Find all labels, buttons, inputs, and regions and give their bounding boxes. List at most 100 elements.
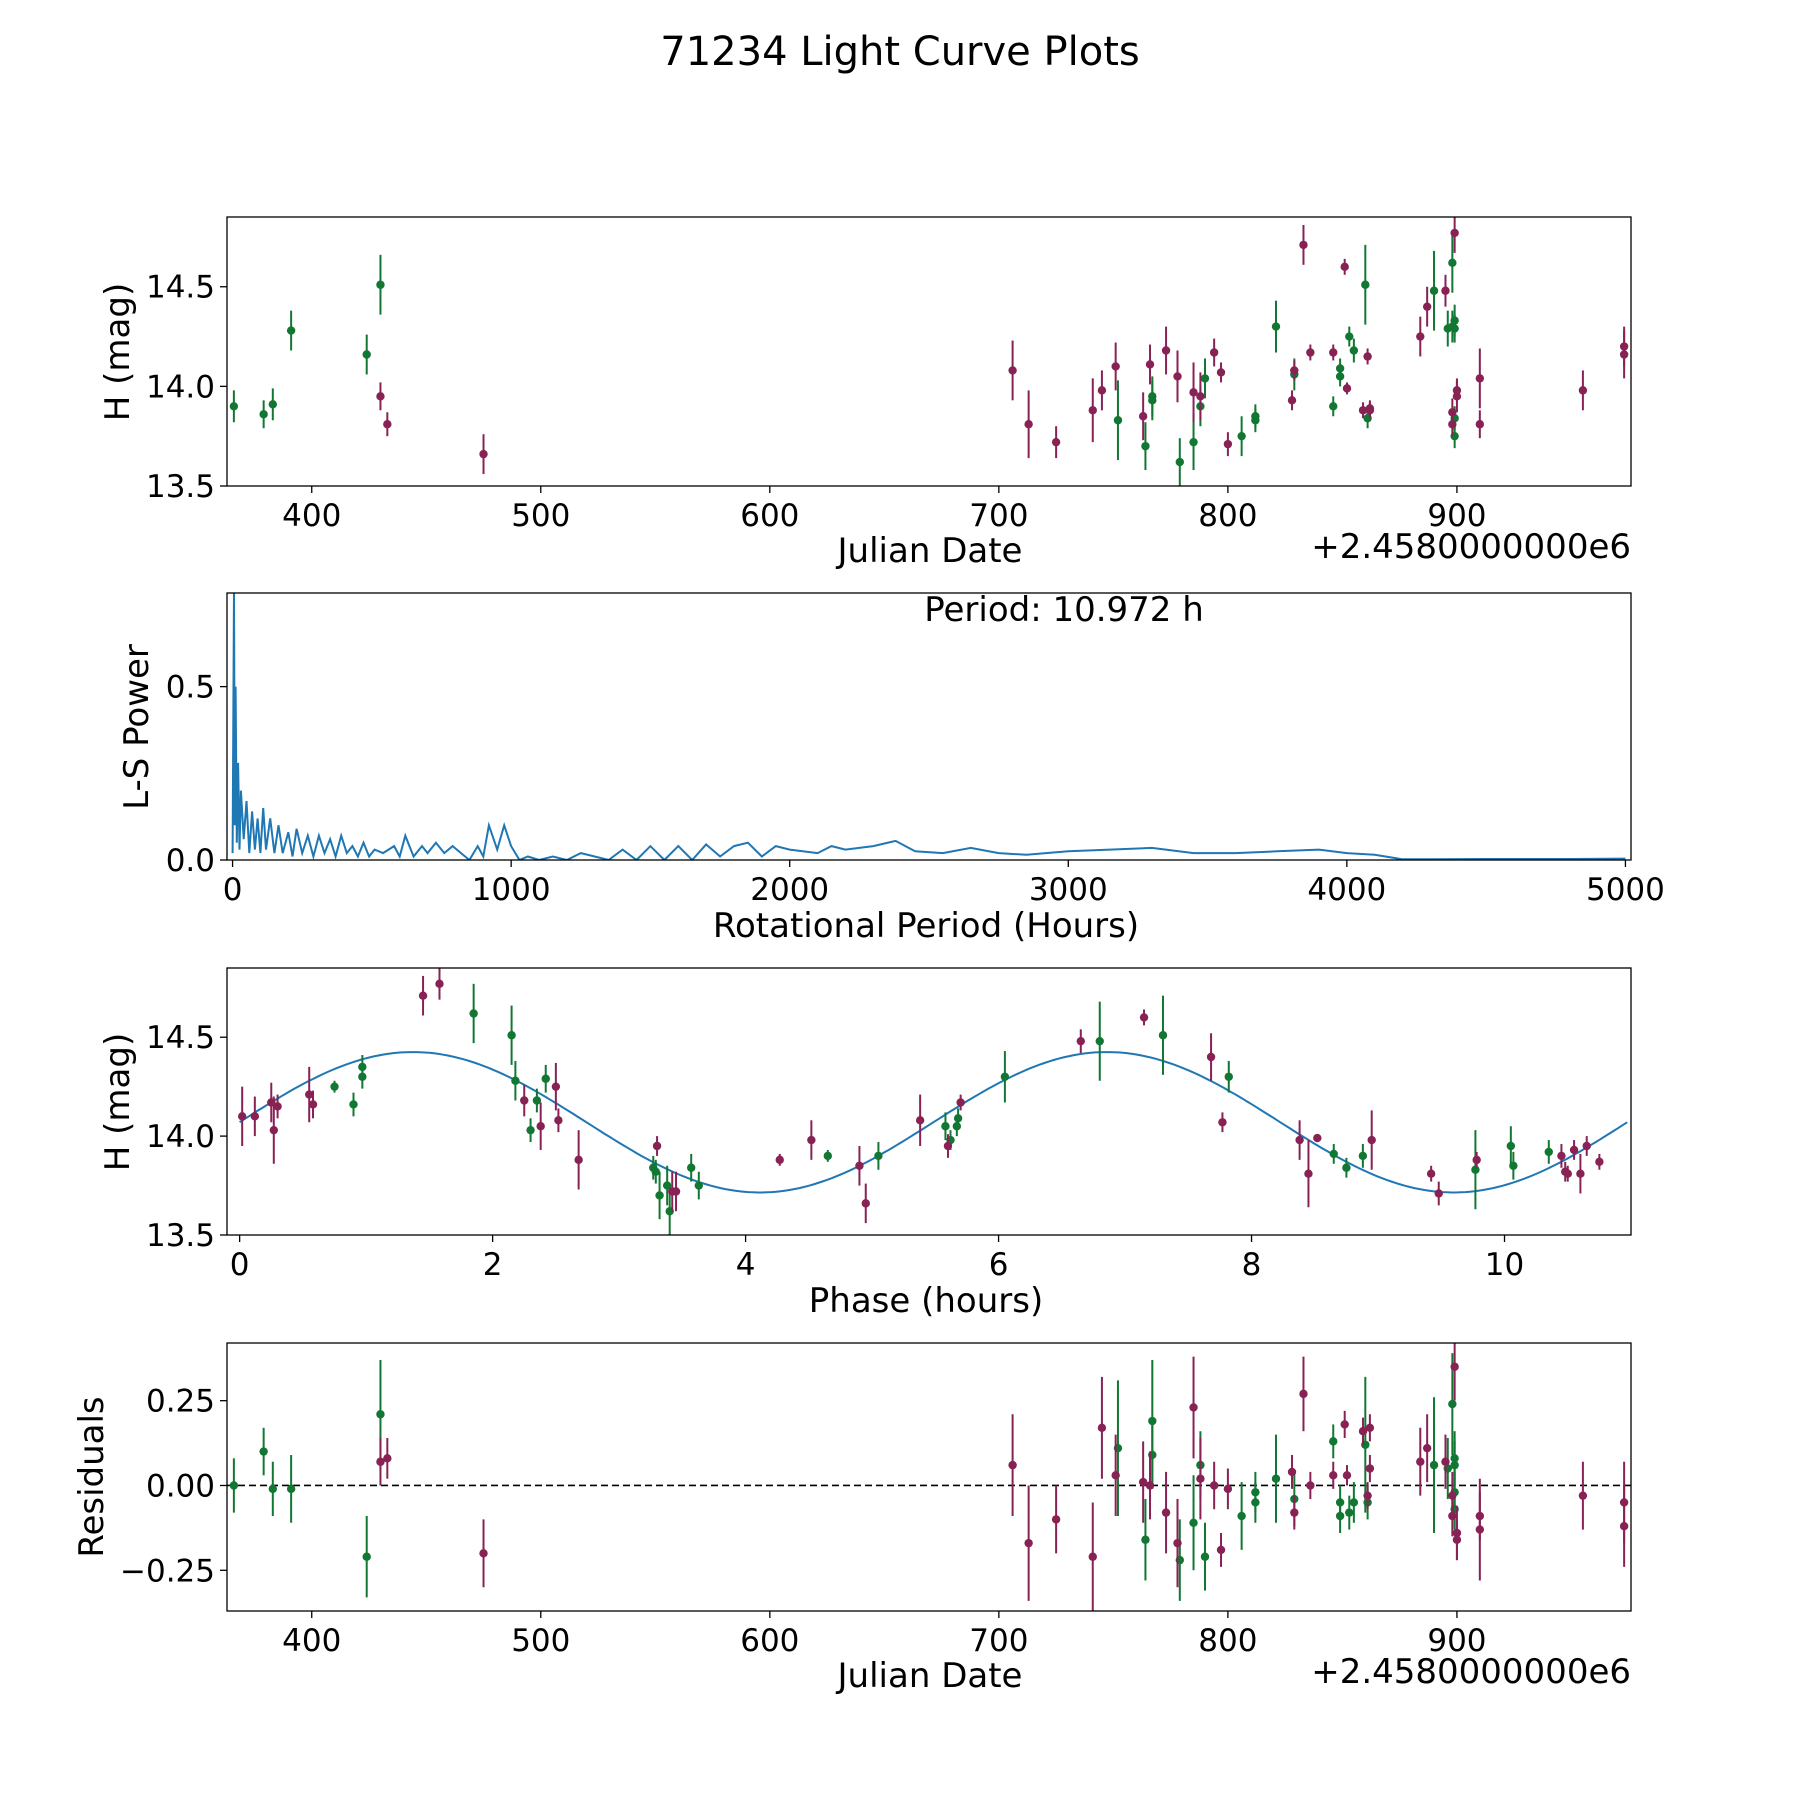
periodogram-xtick-label: 4000 — [1307, 872, 1386, 908]
data-point-g — [1345, 332, 1354, 341]
data-point-r — [1216, 368, 1226, 377]
data-point-r — [1024, 1538, 1033, 1548]
data-point-r — [1218, 1118, 1227, 1127]
data-point-g — [1506, 1141, 1516, 1151]
data-point-r — [1365, 1423, 1375, 1433]
residuals-panel: Julian Date Residuals +2.4580000000e6 40… — [72, 1342, 1632, 1696]
data-point-g — [330, 1082, 339, 1091]
lightcurve-ylabel: H (mag) — [98, 283, 138, 421]
data-point-r — [1189, 1403, 1198, 1412]
data-point-r — [807, 1135, 816, 1145]
data-point-g — [1158, 1031, 1168, 1040]
data-point-g — [1450, 1454, 1459, 1463]
data-point-g — [286, 326, 296, 335]
data-point-r — [1223, 439, 1233, 449]
residuals-xtick-label: 500 — [511, 1623, 570, 1659]
data-point-g — [1509, 1161, 1518, 1170]
data-point-r — [1088, 1552, 1097, 1561]
data-point-g — [376, 280, 385, 289]
data-point-g — [694, 1181, 703, 1190]
data-point-r — [1313, 1133, 1322, 1143]
data-point-g — [1200, 374, 1210, 383]
data-point-r — [1306, 348, 1315, 357]
data-point-g — [362, 1552, 371, 1561]
data-point-r — [1008, 366, 1017, 375]
data-point-r — [775, 1155, 784, 1165]
data-point-g — [1345, 1508, 1354, 1517]
data-point-r — [1299, 1389, 1308, 1399]
period-annotation: Period: 10.972 h — [924, 590, 1204, 630]
data-point-g — [1141, 1535, 1150, 1544]
data-point-r — [435, 979, 444, 989]
data-point-r — [1342, 384, 1352, 393]
periodogram-ylabel: L-S Power — [117, 644, 157, 810]
residuals-ytick-label: 0.25 — [146, 1384, 215, 1420]
residuals-xtick-label: 400 — [282, 1623, 341, 1659]
data-point-r — [383, 420, 392, 429]
data-point-r — [1450, 1362, 1459, 1371]
data-point-r — [1138, 412, 1148, 421]
data-point-r — [1295, 1135, 1304, 1145]
data-point-g — [1358, 1151, 1368, 1161]
data-point-r — [943, 1141, 953, 1151]
phased-panel: Phase (hours) H (mag) 0 2 4 6 8 10 13.5 14.0 14.… — [98, 967, 1632, 1321]
data-point-r — [308, 1100, 318, 1109]
data-point-g — [1095, 1036, 1104, 1046]
data-point-g — [1450, 316, 1459, 325]
lightcurve-ytick-label: 14.5 — [146, 270, 215, 306]
data-point-r — [1340, 262, 1349, 272]
data-point-r — [574, 1155, 583, 1165]
data-point-r — [269, 1125, 278, 1135]
data-point-r — [1209, 348, 1219, 357]
data-point-r — [1342, 1471, 1352, 1480]
data-point-g — [1141, 441, 1150, 451]
data-point-r — [536, 1122, 545, 1131]
data-point-r — [1448, 420, 1457, 429]
data-point-g — [687, 1163, 696, 1172]
residuals-plot-area — [227, 1343, 1631, 1611]
residuals-xtick-label: 900 — [1427, 1623, 1486, 1659]
lightcurve-xtick-label: 500 — [511, 498, 570, 534]
data-point-r — [1448, 1511, 1457, 1521]
data-point-r — [1287, 396, 1297, 405]
phased-xtick-label: 2 — [483, 1247, 503, 1283]
phased-xtick-label: 6 — [989, 1247, 1009, 1283]
residuals-xtick-label: 800 — [1198, 1623, 1257, 1659]
data-point-g — [1175, 457, 1184, 467]
data-point-r — [305, 1090, 314, 1099]
residuals-ytick-label: −0.25 — [120, 1553, 215, 1589]
data-point-r — [1475, 420, 1485, 429]
periodogram-xtick-label: 5000 — [1586, 872, 1665, 908]
data-point-g — [526, 1125, 535, 1135]
data-point-r — [1576, 1169, 1585, 1178]
data-point-r — [1290, 366, 1299, 375]
lightcurve-ytick-label: 13.5 — [146, 469, 215, 505]
data-point-g — [268, 400, 278, 409]
data-point-r — [1441, 286, 1450, 295]
data-point-g — [259, 1447, 268, 1456]
data-point-g — [1189, 1518, 1198, 1527]
lightcurve-plot-area — [229, 217, 1629, 486]
data-point-g — [1251, 1498, 1260, 1507]
data-point-r — [551, 1082, 561, 1091]
data-point-g — [823, 1151, 833, 1161]
periodogram-frame — [226, 592, 1632, 861]
data-point-g — [1329, 1437, 1338, 1446]
residuals-ylabel: Residuals — [72, 1396, 112, 1557]
residuals-x-offset: +2.4580000000e6 — [1311, 1652, 1631, 1692]
periodogram-xtick-label: 1000 — [472, 872, 551, 908]
data-point-r — [1024, 420, 1033, 429]
residuals-ytick-label: 0.00 — [146, 1468, 215, 1504]
data-point-g — [651, 1167, 660, 1176]
data-point-g — [1361, 280, 1370, 289]
data-point-r — [1426, 1169, 1436, 1178]
data-point-r — [1138, 1477, 1148, 1487]
data-point-g — [229, 1481, 239, 1490]
data-point-r — [1416, 332, 1425, 341]
phased-frame — [226, 967, 1632, 1236]
residuals-xlabel: Julian Date — [836, 1656, 1023, 1696]
data-point-g — [1335, 1511, 1345, 1521]
data-point-r — [1223, 1484, 1233, 1494]
data-point-r — [1475, 374, 1485, 383]
